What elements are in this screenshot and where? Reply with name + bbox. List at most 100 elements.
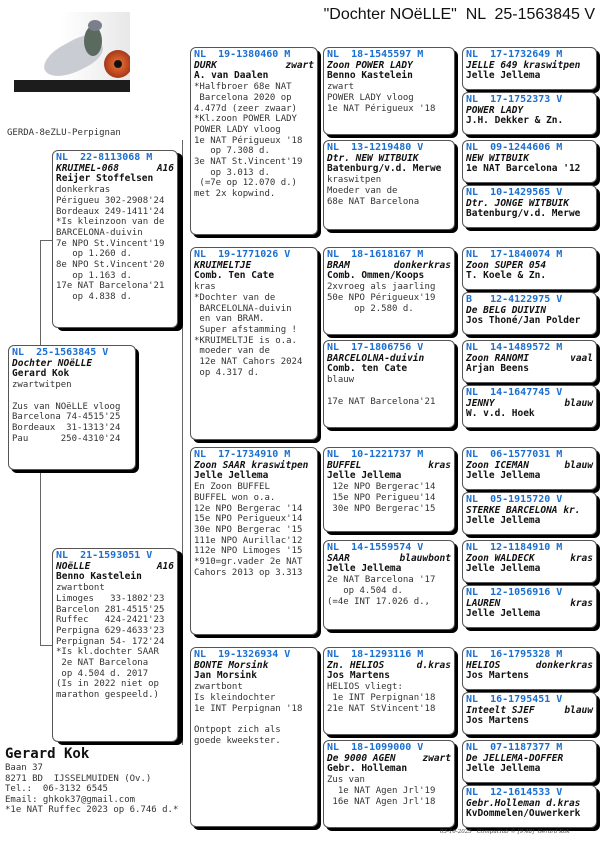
pigeon-name: STERKE BARCELONA kr. <box>466 504 581 516</box>
info-line: op 4.504 d. 2017 <box>56 668 149 679</box>
pigeon-card-mffm[interactable]: NL 05-1915720 V STERKE BARCELONA kr. Jelle… <box>462 492 597 535</box>
pigeon-name: Dtr. NEW WITBUIK <box>327 152 419 164</box>
pigeon-card-fm[interactable]: NL 19-1771026 V KRUIMELTJE Comb. Ten Cate k… <box>190 247 318 440</box>
pigeon-name: NOëLLE <box>56 560 91 572</box>
pigeon-card-mmmf[interactable]: NL 07-1187377 M De JELLEMA-DOFFER Jelle Je… <box>462 740 597 783</box>
connector-line <box>182 545 183 695</box>
pigeon-name: JELLE 649 kraswitpen <box>466 59 581 71</box>
pigeon-card-subject[interactable]: NL 25-1563845 V Dochter NOëLLE Gerard Kok z… <box>8 345 136 470</box>
pigeon-name-row: BONTE Morsink <box>194 659 314 672</box>
pigeon-card-ffm[interactable]: NL 13-1219480 V Dtr. NEW WITBUIK Batenburg… <box>323 140 455 230</box>
ring-number: NL 19-1771026 V <box>194 249 291 260</box>
pigeon-card-fmfm[interactable]: B 12-4122975 V De BELG DUIVIN Jos Thoné/Ja… <box>462 292 597 335</box>
info-line: op 1.163 d. <box>56 270 132 281</box>
pigeon-card-ffmf[interactable]: NL 09-1244606 M NEW WITBUIK 1e NAT Barcelo… <box>462 140 597 183</box>
info-line: kraswitpen <box>327 175 382 186</box>
pigeon-card-mmm[interactable]: NL 18-1099000 V De 9000 AGEN zwart Gebr. Ho… <box>323 740 455 828</box>
pigeon-color-or-code: kras <box>570 552 593 564</box>
pigeon-name-row: BUFFEL kras <box>327 460 451 472</box>
pigeon-card-ffmm[interactable]: NL 10-1429565 V Dtr. JONGE WITBUIK Batenbu… <box>462 185 597 228</box>
owner-name: KvDommelen/Ouwerkerk <box>466 808 581 820</box>
pigeon-card-m[interactable]: NL 21-1593051 V NOëLLE A16 Benno Kastelein z… <box>52 548 178 742</box>
pigeon-name: POWER LADY <box>466 104 524 116</box>
owner-name: Comb. Ten Cate <box>194 270 275 282</box>
info-line: 2e NAT Barcelona <box>56 658 149 669</box>
pigeon-card-fmf[interactable]: NL 18-1618167 M BRAM donkerkras Comb. Ommen… <box>323 247 455 335</box>
page-title: "Dochter NOëLLE" NL 25-1563845 V <box>323 6 595 23</box>
pigeon-name: Zoon SAAR kraswitpen <box>194 459 309 471</box>
owner-name: Batenburg/v.d. Merwe <box>327 163 442 175</box>
info-line: En Zoon BUFFEL <box>194 482 270 493</box>
pigeon-card-mmmm[interactable]: NL 12-1614533 V Gebr.Holleman d.kras KvDom… <box>462 785 597 828</box>
info-line: *Halfbroer 68e NAT <box>194 82 292 93</box>
pigeon-card-fffm[interactable]: NL 17-1752373 V POWER LADY J.H. Dekker & Z… <box>462 92 597 135</box>
pigeon-card-fmmf[interactable]: NL 14-1489572 M Zoon RANOMI vaal Arjan Been… <box>462 340 597 383</box>
owner-name: Jelle Jellema <box>466 470 541 482</box>
pigeon-name: Zoon POWER LADY <box>327 59 413 71</box>
info-line <box>194 714 314 725</box>
pigeon-card-mff[interactable]: NL 10-1221737 M BUFFEL kras Jelle Jellema 1… <box>323 447 455 532</box>
pigeon-card-mmfm[interactable]: NL 16-1795451 V Inteelt SJEF blauw Jos Mart… <box>462 692 597 735</box>
pigeon-name: BONTE Morsink <box>194 659 269 671</box>
info-line: kras <box>194 282 216 293</box>
info-line: op 2.580 d. <box>327 303 414 314</box>
breeder-line: 8271 BD IJSSELMUIDEN (Ov.) <box>5 773 152 784</box>
pigeon-card-mmf[interactable]: NL 18-1293116 M Zn. HELIOS d.kras Jos Marte… <box>323 647 455 735</box>
info-line: zwartwitpen <box>12 380 72 391</box>
pigeon-card-ff[interactable]: NL 19-1380460 M DURK zwart A. van Daalen *Ha… <box>190 47 318 235</box>
info-line: Perpigna 629-4633'23 <box>56 625 165 636</box>
info-line: op 1.260 d. <box>56 249 132 260</box>
info-line: op 3.013 d. <box>194 167 270 178</box>
pigeon-name: NEW WITBUIK <box>466 152 529 164</box>
pigeon-color-or-code: vaal <box>570 352 593 364</box>
pigeon-card-mmff[interactable]: NL 16-1795328 M HELIOS donkerkras Jos Marte… <box>462 647 597 690</box>
pigeon-card-mfmf[interactable]: NL 12-1184910 M Zoon WALDECK kras Jelle Jel… <box>462 540 597 583</box>
pigeon-card-f[interactable]: NL 22-8113068 M KRUIMEL-068 A16 Reijer Stof… <box>52 150 178 328</box>
pigeon-name-row: SAAR blauwbont <box>327 553 451 565</box>
pigeon-name: DURK <box>194 59 217 71</box>
pigeon-card-ffff[interactable]: NL 17-1732649 M JELLE 649 kraswitpen Jelle… <box>462 47 597 90</box>
info-line: Is kleindochter <box>194 692 276 703</box>
pigeon-name: BRAM <box>327 259 350 271</box>
pigeon-card-fmff[interactable]: NL 17-1840074 M Zoon SUPER 054 T. Koele & … <box>462 247 597 290</box>
pigeon-card-mf[interactable]: NL 17-1734910 M Zoon SAAR kraswitpen Jelle… <box>190 447 318 635</box>
footer-text: 03-10-2025 Compuclub © [9.48] Gerard Kok <box>440 829 570 835</box>
ring-number: NL 17-1734910 M <box>194 449 291 460</box>
info-line: 1e NAT Périgueux '18 <box>194 135 303 146</box>
pigeon-name-row: KRUIMELTJE <box>194 260 314 272</box>
eye-photo <box>104 50 130 78</box>
pigeon-name-row: Zoon RANOMI vaal <box>466 352 593 365</box>
pigeon-card-mm[interactable]: NL 19-1326934 V BONTE Morsink Jan Morsink z… <box>190 647 318 827</box>
owner-name: Comb. ten Cate <box>327 363 408 375</box>
info-line: zwartbont <box>56 583 105 594</box>
ring-number: NL 16-1795328 M <box>466 649 563 660</box>
pigeon-card-fff[interactable]: NL 18-1545597 M Zoon POWER LADY Benno Kast… <box>323 47 455 135</box>
connector-line <box>455 760 456 810</box>
owner-name: Jelle Jellema <box>327 563 402 575</box>
owner-name: A. van Daalen <box>194 70 269 82</box>
owner-name: W. v.d. Hoek <box>466 408 535 420</box>
connector-line <box>455 467 456 517</box>
owner-name: Jelle Jellema <box>466 563 541 575</box>
info-line: 4.477d (zeer zwaar) <box>194 103 297 114</box>
ring-number: NL 17-1752373 V <box>466 94 563 105</box>
connector-line <box>455 160 456 210</box>
connector-line <box>455 267 456 317</box>
pigeon-color-or-code: blauw <box>564 704 593 716</box>
pigeon-name-row: Zn. HELIOS d.kras <box>327 660 451 672</box>
pigeon-card-fmmm[interactable]: NL 14-1647745 V JENNY blauw W. v.d. Hoek <box>462 385 597 428</box>
pigeon-color-or-code: zwart <box>422 752 451 764</box>
ring-number: NL 17-1806756 V <box>327 342 424 353</box>
pigeon-card-mfmm[interactable]: NL 12-1056916 V LAUREN kras Jelle Jellema <box>462 585 597 628</box>
connector-line <box>318 87 319 195</box>
pigeon-name-row: LAUREN kras <box>466 598 593 610</box>
pigeon-card-mfff[interactable]: NL 06-1577031 M Zoon ICEMAN blauw Jelle Jel… <box>462 447 597 490</box>
info-line: BARCELOLNA-duivin <box>194 303 292 314</box>
pigeon-card-fmm[interactable]: NL 17-1806756 V BARCELOLNA-duivin Comb. te… <box>323 340 455 428</box>
breeder-line: Tel.: 06-3132 6545 <box>5 784 108 794</box>
info-line: *Kl.zoon POWER LADY <box>194 114 297 125</box>
ring-number: NL 25-1563845 V <box>12 347 109 358</box>
pigeon-name: Zoon RANOMI <box>466 352 529 364</box>
info-line: 21e NAT StVincent'18 <box>327 703 436 714</box>
pigeon-card-mfm[interactable]: NL 14-1559574 V SAAR blauwbont Jelle Jellem… <box>323 540 455 630</box>
